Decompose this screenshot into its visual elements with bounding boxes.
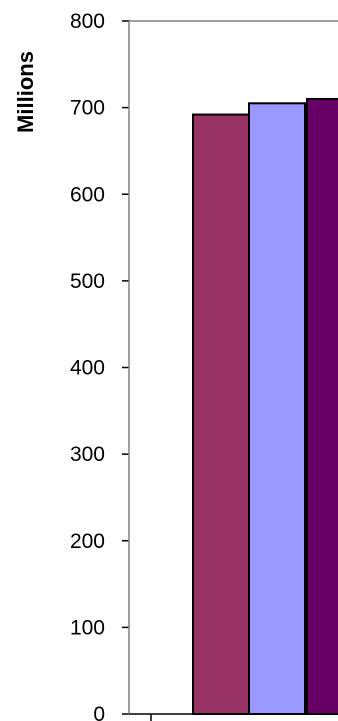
y-tick-label: 800 (70, 10, 105, 33)
y-tick-label: 400 (70, 357, 105, 380)
bars (192, 97, 338, 716)
y-tick-label: 600 (70, 183, 105, 206)
bar-series-2 (248, 102, 306, 715)
y-tick-label: 500 (70, 270, 105, 293)
y-tick-label: 200 (70, 530, 105, 553)
bar-series-1 (192, 113, 250, 716)
y-axis-title: Millions (13, 51, 38, 133)
y-tick-labels: 0 100 200 300 400 500 600 700 800 (70, 10, 105, 721)
y-tick-label: 700 (70, 97, 105, 120)
y-tick-label: 100 (70, 616, 105, 639)
y-tick-marks (122, 20, 129, 715)
y-tick-label: 0 (93, 703, 105, 721)
y-tick-label: 300 (70, 443, 105, 466)
bar-series-3 (306, 97, 338, 715)
